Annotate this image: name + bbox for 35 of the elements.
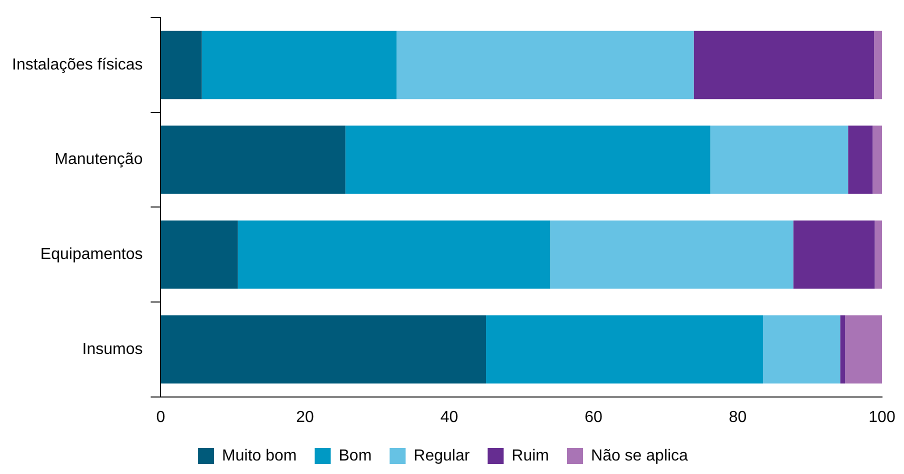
y-tick-label: Equipamentos (40, 246, 143, 264)
bar (160, 220, 238, 289)
bar (874, 30, 882, 100)
legend-label: Não se aplica (591, 447, 688, 464)
legend-label: Ruim (512, 447, 550, 464)
x-tick-label: 20 (296, 408, 314, 426)
legend-label: Regular (414, 447, 470, 464)
bar (840, 315, 846, 384)
bar (793, 220, 875, 289)
bar (762, 315, 840, 384)
bar (202, 30, 397, 100)
x-tick-label: 100 (868, 408, 896, 426)
bar (160, 30, 202, 100)
x-tick-label: 60 (584, 408, 602, 426)
bar (550, 220, 794, 289)
bar (874, 220, 882, 289)
y-tick-label: Insumos (82, 340, 143, 358)
bar (710, 126, 848, 194)
bar (160, 315, 486, 384)
legend-label: Bom (338, 447, 372, 464)
bar (848, 126, 873, 194)
bar (694, 30, 874, 100)
bar (238, 220, 550, 289)
bar (845, 315, 882, 384)
x-tick-label: 80 (728, 408, 747, 426)
bar (396, 30, 694, 100)
x-tick-label: 0 (156, 408, 166, 426)
y-tick-label: Manutenção (54, 151, 143, 168)
y-tick-label: Instalações físicas (12, 56, 143, 74)
bar (486, 315, 763, 384)
bar (160, 126, 346, 194)
bar (872, 126, 882, 194)
bar (345, 126, 710, 194)
x-tick-label: 40 (440, 408, 458, 426)
legend-label: Muito bom (222, 447, 297, 464)
